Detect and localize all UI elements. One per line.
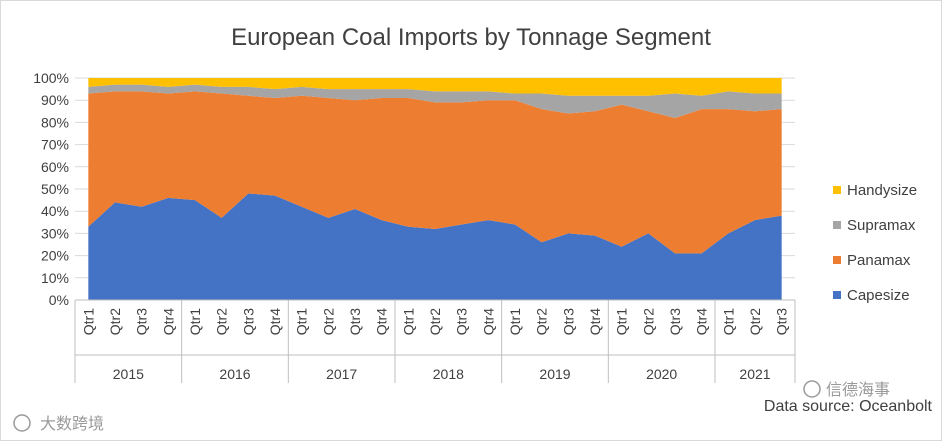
x-tick-label: Qtr3 xyxy=(240,308,256,335)
x-tick-label: Qtr4 xyxy=(374,308,390,335)
x-tick-label: Qtr2 xyxy=(214,308,230,335)
y-axis: 0% 10% 20% 30% 40% 50% 60% 70% 80% 90% 100% xyxy=(33,70,69,308)
legend-swatch-supramax xyxy=(833,221,841,229)
x-tick-label: Qtr1 xyxy=(507,308,523,335)
legend: Handysize Supramax Panamax Capesize xyxy=(833,182,917,304)
x-tick-label: Qtr2 xyxy=(747,308,763,335)
x-tick-label: Qtr1 xyxy=(400,308,416,335)
x-tick-label: Qtr1 xyxy=(720,308,736,335)
y-tick-label: 50% xyxy=(41,181,69,197)
y-tick-label: 100% xyxy=(33,70,69,86)
year-label: 2021 xyxy=(739,366,770,382)
year-label: 2018 xyxy=(433,366,464,382)
x-tick-label: Qtr3 xyxy=(560,308,576,335)
x-tick-label: Qtr1 xyxy=(80,308,96,335)
source-note: Data source: Oceanbolt xyxy=(764,398,933,415)
legend-label-handysize: Handysize xyxy=(847,182,917,199)
watermark-top-right: 信德海事 xyxy=(803,380,890,399)
x-tick-label: Qtr3 xyxy=(454,308,470,335)
area-handysize xyxy=(88,78,782,96)
x-tick-label: Qtr3 xyxy=(347,308,363,335)
y-tick-label: 80% xyxy=(41,114,69,130)
y-tick-label: 60% xyxy=(41,159,69,175)
y-tick-label: 20% xyxy=(41,248,69,264)
year-label: 2015 xyxy=(113,366,144,382)
year-label: 2020 xyxy=(646,366,677,382)
x-tick-label: Qtr4 xyxy=(267,308,283,335)
year-label: 2019 xyxy=(539,366,570,382)
watermark-logo-icon xyxy=(13,414,31,432)
watermark-text-top: 信德海事 xyxy=(826,380,890,399)
y-tick-label: 0% xyxy=(49,292,69,308)
y-tick-label: 90% xyxy=(41,92,69,108)
area-panamax xyxy=(88,91,782,254)
legend-label-panamax: Panamax xyxy=(847,252,911,269)
watermark-bottom-left: 大数跨境 xyxy=(13,414,104,433)
area-series xyxy=(88,78,782,300)
watermark-text-bottom: 大数跨境 xyxy=(40,414,104,433)
x-tick-label: Qtr1 xyxy=(614,308,630,335)
x-tick-label: Qtr3 xyxy=(774,308,790,335)
legend-swatch-capesize xyxy=(833,291,841,299)
legend-swatch-handysize xyxy=(833,186,841,194)
x-axis: Qtr1 Qtr2 Qtr3 Qtr4 Qtr1 Qtr2 Qtr3 Qtr4 Qtr1 Qtr2… xyxy=(74,299,796,383)
x-tick-label: Qtr4 xyxy=(480,308,496,335)
year-label: 2016 xyxy=(219,366,250,382)
x-tick-label: Qtr3 xyxy=(667,308,683,335)
x-tick-label: Qtr2 xyxy=(427,308,443,335)
y-tick-label: 40% xyxy=(41,203,69,219)
area-capesize xyxy=(88,193,782,300)
legend-label-capesize: Capesize xyxy=(847,287,910,304)
chart-title: European Coal Imports by Tonnage Segment xyxy=(231,24,711,51)
x-tick-label: Qtr1 xyxy=(187,308,203,335)
x-tick-label: Qtr3 xyxy=(134,308,150,335)
wechat-icon xyxy=(803,380,821,398)
x-tick-label: Qtr2 xyxy=(640,308,656,335)
x-tick-label: Qtr4 xyxy=(160,308,176,335)
year-label: 2017 xyxy=(326,366,357,382)
x-tick-label: Qtr4 xyxy=(694,308,710,335)
x-tick-label: Qtr1 xyxy=(294,308,310,335)
y-tick-label: 10% xyxy=(41,270,69,286)
legend-label-supramax: Supramax xyxy=(847,217,916,234)
x-tick-label: Qtr2 xyxy=(534,308,550,335)
x-tick-label: Qtr4 xyxy=(587,308,603,335)
legend-swatch-panamax xyxy=(833,256,841,264)
area-supramax xyxy=(88,84,782,118)
x-tick-label: Qtr2 xyxy=(320,308,336,335)
x-tick-label: Qtr2 xyxy=(107,308,123,335)
y-tick-label: 70% xyxy=(41,137,69,153)
y-tick-label: 30% xyxy=(41,225,69,241)
